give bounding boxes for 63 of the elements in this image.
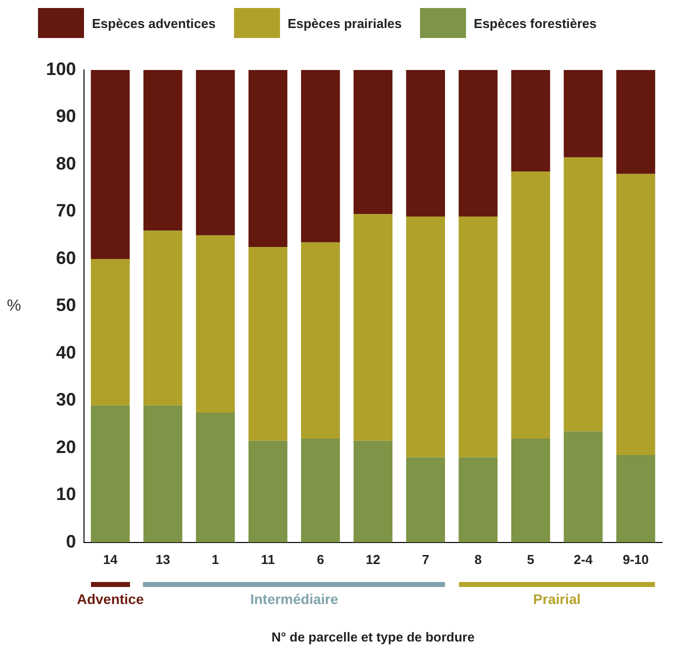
y-tick-label: 70	[56, 200, 76, 221]
bar	[196, 70, 235, 236]
bar	[248, 440, 288, 542]
bar	[458, 70, 498, 216]
bar	[90, 405, 130, 542]
y-tick-label: 90	[56, 106, 76, 126]
bar	[248, 70, 288, 248]
bar	[248, 247, 288, 441]
y-tick-label: 80	[56, 153, 76, 174]
legend-label: Espèces adventices	[92, 16, 216, 30]
legend-label: Espèces prairiales	[288, 16, 402, 30]
bar	[458, 457, 498, 542]
bar	[616, 455, 656, 542]
bar	[616, 70, 656, 174]
y-tick-label: 40	[56, 342, 76, 362]
text: Adventice	[76, 591, 144, 608]
bar	[564, 431, 603, 542]
bar	[354, 440, 392, 542]
bar	[301, 242, 340, 438]
y-tick-label: 50	[56, 295, 76, 316]
x-tick-label: 6	[316, 552, 324, 567]
bar	[458, 216, 498, 458]
bar	[511, 438, 550, 542]
bar	[511, 70, 550, 172]
bar	[301, 438, 340, 542]
bar	[354, 214, 392, 441]
x-axis-title: N° de parcelle et type de bordure	[271, 630, 475, 645]
bar	[406, 216, 445, 458]
y-tick-label: 30	[56, 390, 76, 410]
x-tick-label: 2-4	[574, 552, 594, 567]
bar	[196, 235, 235, 412]
bar	[143, 70, 182, 231]
x-tick-label: 9-10	[622, 552, 649, 567]
y-axis-title: %	[6, 298, 22, 315]
bar	[90, 258, 130, 406]
x-tick-label: 13	[156, 552, 170, 567]
legend-label: Espèces forestières	[474, 16, 597, 30]
x-tick-label: 11	[261, 552, 275, 567]
x-tick-label: 7	[422, 552, 430, 567]
bar	[616, 174, 656, 456]
x-tick-label: 14	[103, 552, 118, 567]
bar	[90, 70, 130, 259]
bar	[143, 230, 182, 406]
x-tick-label: 1	[212, 552, 220, 567]
y-tick-label: 10	[56, 484, 76, 504]
y-tick-label: 60	[56, 248, 76, 268]
x-tick-label: 8	[474, 552, 482, 567]
x-tick-label: 5	[527, 552, 534, 567]
bar	[406, 457, 445, 542]
bar	[354, 70, 392, 214]
y-tick-label: 20	[56, 436, 76, 457]
bar	[564, 157, 603, 432]
bar	[301, 70, 340, 242]
text: Prairial	[533, 591, 581, 608]
text: Intermédiaire	[250, 591, 338, 608]
bar	[406, 70, 445, 216]
y-tick-label: 0	[66, 531, 76, 552]
x-tick-label: 12	[366, 552, 380, 567]
bar	[143, 405, 182, 542]
bar	[196, 412, 235, 542]
bar	[511, 172, 550, 438]
y-tick-label: 100	[46, 58, 76, 79]
bar	[564, 70, 603, 158]
